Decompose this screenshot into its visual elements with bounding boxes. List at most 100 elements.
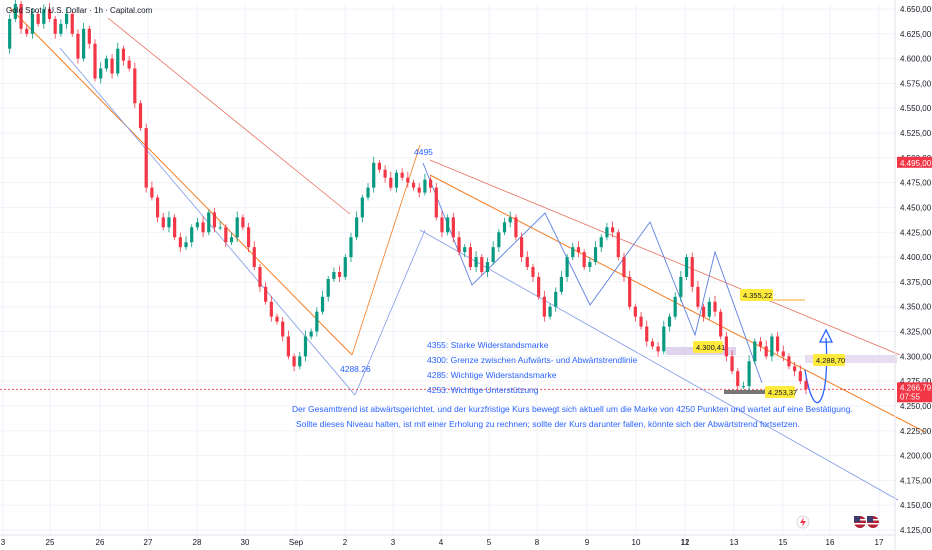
y-tick-label: 4.600,00 [900,55,932,64]
y-tick-label: 4.575,00 [900,79,932,88]
candle-body [224,227,228,243]
x-tick-label: 13 [730,538,739,547]
candle-body [764,346,768,357]
lower-blue-channel [419,229,899,501]
x-tick-label: 10 [632,538,641,547]
candle-body [417,187,421,193]
candle-body [741,386,746,388]
candle-body [753,341,757,362]
candle-body [639,316,643,327]
candle-body [787,356,791,367]
candles [8,0,808,395]
candle-body [355,217,359,238]
x-tick-label: Sep [289,538,304,547]
candle-body [446,217,450,233]
candle-body [457,237,461,253]
candle-body [434,187,438,218]
y-tick-label: 4.325,00 [900,328,932,337]
lower-channel-line-1 [9,7,353,356]
candle-body [548,306,552,317]
candle-body [93,43,97,79]
candle-body [582,252,586,268]
commentary-line-1: Der Gesamttrend ist abwärtsgerichtet, un… [292,404,853,414]
candle-body [400,172,404,178]
candle-body [258,267,262,287]
candle-body [440,217,444,233]
us-flag-icon[interactable] [854,516,866,528]
candle-body [116,48,120,74]
candle-body [19,4,23,29]
candle-body [428,179,433,188]
x-tick-label: 3 [1,538,6,547]
candle-body [42,8,46,24]
candle-body [155,197,160,218]
candle-body [696,286,700,307]
upper-channel-line-2 [429,159,901,356]
annotation-line-3: 4285: Wichtige Widerstandsmarke [427,370,557,380]
y-tick-label: 4.375,00 [900,278,932,287]
x-tick-label: 9 [585,538,590,547]
svg-text:4.266,79: 4.266,79 [900,383,932,392]
candle-body [605,227,609,238]
candle-body [264,286,268,302]
candle-body [167,217,171,228]
y-tick-label: 4.250,00 [900,402,932,411]
candle-body [463,247,467,253]
candle-body [53,18,57,34]
candle-body [451,217,455,238]
candle-body [133,68,137,104]
candle-body [275,316,279,322]
candle-body [212,212,217,228]
candle-body [411,182,416,188]
annotation-line-4: 4253: Wichtige Unterstützung [427,385,539,395]
candle-body [286,336,290,357]
support-4253-zone [724,390,768,394]
annotation-line-2: 4300: Grenze zwischen Aufwärts- und Abwä… [427,355,638,365]
candle-body [633,306,637,317]
candle-body [343,257,347,277]
candle-body [337,271,342,277]
candle-body [679,276,683,297]
candle-body [389,177,393,188]
y-tick-label: 4.625,00 [900,30,932,39]
y-tick-label: 4.350,00 [900,303,932,312]
chart-title: Gold Spot / U.S. Dollar · 1h · Capital.c… [6,6,153,15]
us-flag-icon-2[interactable] [867,516,879,528]
candle-body [724,336,728,357]
y-tick-label: 4.450,00 [900,203,932,212]
candle-body [104,58,108,69]
y-tick-label: 4.300,00 [900,352,932,361]
y-tick-label: 4.125,00 [900,526,932,535]
candle-body [485,262,490,272]
x-tick-label: 5 [487,538,492,547]
middle-orange-channel [429,174,926,433]
candle-body [611,227,615,233]
candle-body [281,321,285,337]
candle-body [468,247,473,268]
candle-body [315,311,319,332]
candle-body [616,232,620,258]
candle-body [554,291,558,307]
candle-body [542,296,546,317]
lightning-icon[interactable] [796,515,810,529]
projection-arrow-path [804,337,828,404]
x-tick-label: 17 [875,538,884,547]
svg-text:4.300,41: 4.300,41 [696,343,725,352]
y-tick-label: 4.525,00 [900,129,932,138]
swing-low-label: 4288.26 [340,364,371,374]
current-price-marker: 4.266,79 07:55 [897,382,932,403]
y-tick-label: 4.650,00 [900,5,932,14]
candle-body [161,217,165,228]
candle-body [320,296,325,312]
y-tick-label: 4.150,00 [900,501,932,510]
candle-body [309,331,313,337]
candle-body [406,177,410,183]
candle-body [520,237,524,258]
candle-body [235,217,239,238]
candle-body [713,301,717,312]
candle-body [622,257,626,277]
candle-body [474,257,478,268]
